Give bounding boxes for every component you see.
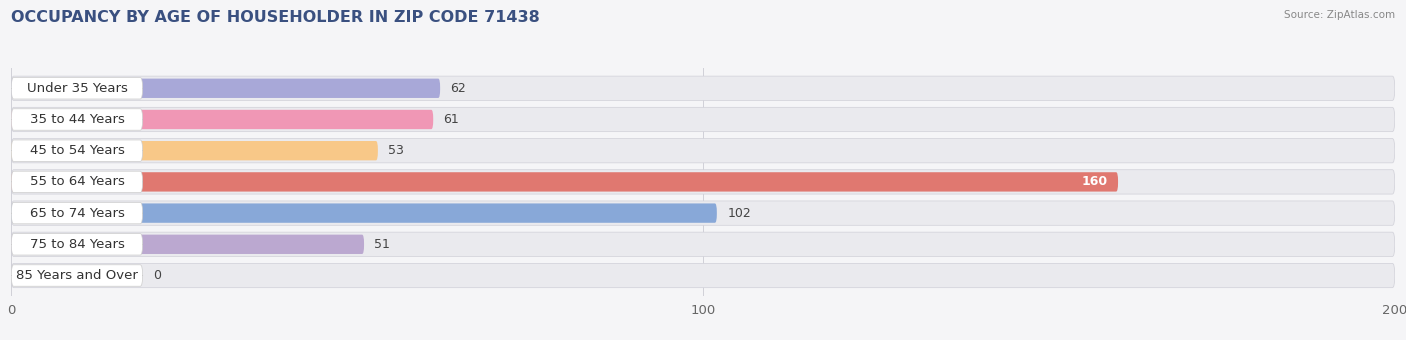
- FancyBboxPatch shape: [11, 109, 142, 130]
- FancyBboxPatch shape: [11, 78, 142, 99]
- Text: 35 to 44 Years: 35 to 44 Years: [30, 113, 124, 126]
- FancyBboxPatch shape: [11, 76, 1395, 100]
- FancyBboxPatch shape: [11, 140, 142, 162]
- FancyBboxPatch shape: [11, 172, 1118, 191]
- FancyBboxPatch shape: [11, 235, 364, 254]
- FancyBboxPatch shape: [11, 264, 1395, 288]
- Text: 85 Years and Over: 85 Years and Over: [15, 269, 138, 282]
- Text: 61: 61: [444, 113, 460, 126]
- FancyBboxPatch shape: [11, 201, 1395, 225]
- Text: 102: 102: [727, 207, 751, 220]
- Text: 62: 62: [450, 82, 467, 95]
- FancyBboxPatch shape: [11, 110, 433, 129]
- FancyBboxPatch shape: [11, 107, 1395, 132]
- Text: 75 to 84 Years: 75 to 84 Years: [30, 238, 124, 251]
- Text: 45 to 54 Years: 45 to 54 Years: [30, 144, 124, 157]
- Text: 0: 0: [153, 269, 162, 282]
- FancyBboxPatch shape: [11, 138, 1395, 163]
- FancyBboxPatch shape: [11, 170, 1395, 194]
- FancyBboxPatch shape: [11, 171, 142, 192]
- Text: 65 to 74 Years: 65 to 74 Years: [30, 207, 124, 220]
- Text: 55 to 64 Years: 55 to 64 Years: [30, 175, 124, 188]
- FancyBboxPatch shape: [11, 232, 1395, 256]
- Text: 51: 51: [374, 238, 391, 251]
- FancyBboxPatch shape: [11, 234, 142, 255]
- Text: Under 35 Years: Under 35 Years: [27, 82, 128, 95]
- FancyBboxPatch shape: [11, 203, 717, 223]
- Text: 160: 160: [1081, 175, 1108, 188]
- Text: OCCUPANCY BY AGE OF HOUSEHOLDER IN ZIP CODE 71438: OCCUPANCY BY AGE OF HOUSEHOLDER IN ZIP C…: [11, 10, 540, 25]
- FancyBboxPatch shape: [11, 265, 142, 286]
- Text: 53: 53: [388, 144, 404, 157]
- FancyBboxPatch shape: [11, 202, 142, 224]
- Text: Source: ZipAtlas.com: Source: ZipAtlas.com: [1284, 10, 1395, 20]
- FancyBboxPatch shape: [11, 79, 440, 98]
- FancyBboxPatch shape: [11, 141, 378, 160]
